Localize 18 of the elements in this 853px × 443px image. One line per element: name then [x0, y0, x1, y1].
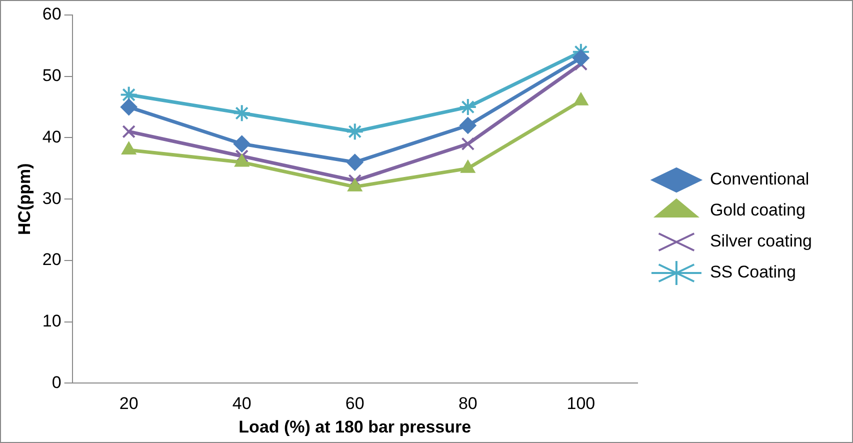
x-tick-label: 60 [345, 394, 364, 414]
legend-label: Gold coating [710, 200, 806, 220]
y-tick-label: 0 [52, 372, 62, 392]
legend-label: SS Coating [710, 262, 796, 282]
legend-label: Conventional [710, 170, 810, 189]
x-tick-label: 100 [566, 394, 596, 414]
y-tick-label: 60 [42, 4, 62, 24]
x-axis-title: Load (%) at 180 bar pressure [238, 417, 472, 436]
x-tick-label: 40 [232, 394, 252, 414]
y-tick-label: 40 [42, 127, 62, 146]
y-tick-label: 50 [42, 66, 62, 86]
x-tick-label: 20 [119, 394, 138, 414]
y-tick-label: 30 [42, 188, 62, 208]
y-axis-title: HC(ppm) [14, 163, 34, 235]
y-tick-label: 20 [42, 250, 62, 270]
y-tick-label: 10 [42, 312, 62, 331]
x-tick-label: 80 [458, 394, 478, 414]
legend-label: Silver coating [710, 232, 812, 251]
